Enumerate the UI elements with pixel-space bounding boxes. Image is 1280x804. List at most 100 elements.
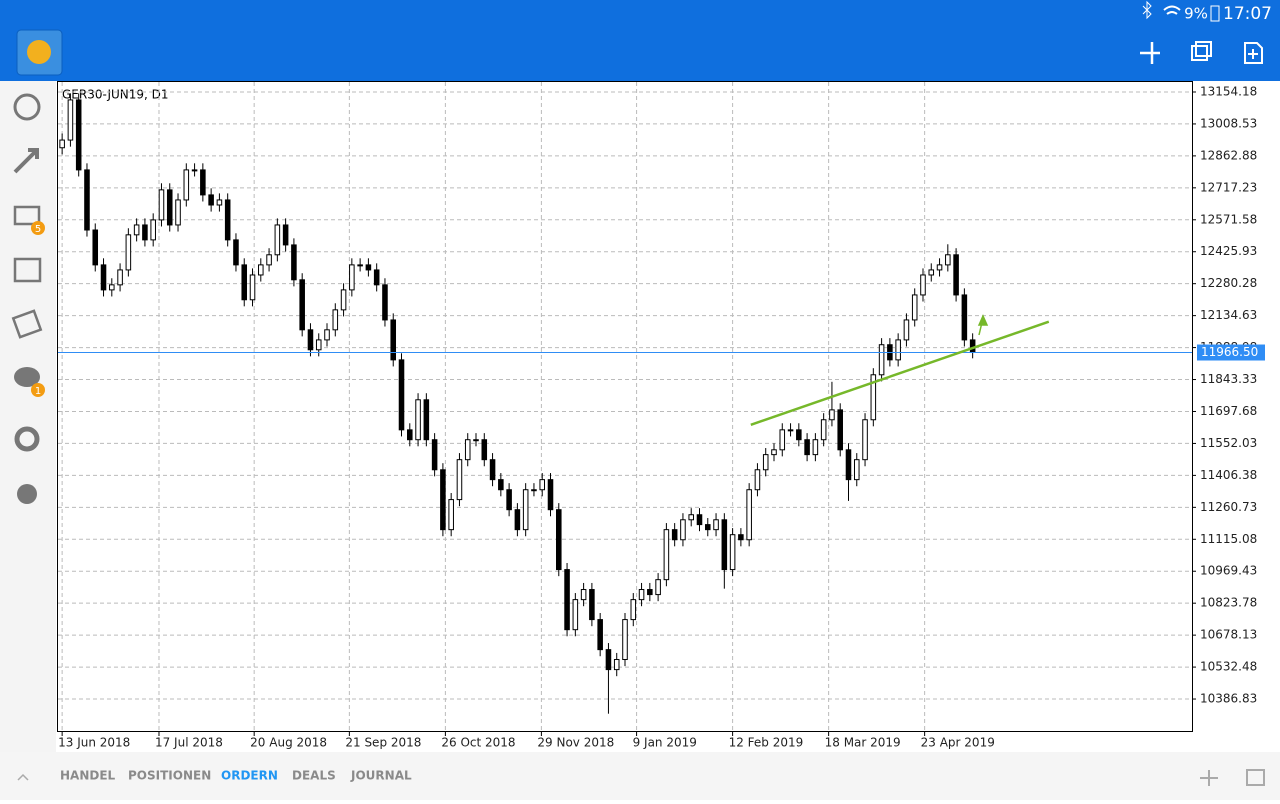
trendline bbox=[750, 320, 1050, 426]
y-tick-label: 10532.48 bbox=[1200, 660, 1257, 674]
candle-body bbox=[655, 579, 661, 596]
calendar-icon[interactable] bbox=[1246, 769, 1265, 786]
y-tick-label: 11697.68 bbox=[1200, 404, 1257, 418]
account-icon[interactable] bbox=[13, 93, 41, 121]
app-logo-coin bbox=[27, 40, 51, 64]
windows-icon-back bbox=[1195, 41, 1212, 57]
tab[interactable]: JOURNAL bbox=[350, 769, 412, 783]
expand-icon[interactable] bbox=[17, 773, 29, 781]
candle-body bbox=[166, 189, 173, 226]
candle-body bbox=[762, 454, 769, 471]
candle-body bbox=[796, 429, 802, 441]
wifi-icon bbox=[1163, 5, 1181, 15]
candle-body bbox=[845, 449, 852, 481]
candle-body bbox=[704, 524, 711, 531]
tab[interactable]: DEALS bbox=[292, 769, 336, 783]
candle-body bbox=[117, 269, 123, 286]
candle-body bbox=[853, 459, 860, 481]
tab[interactable]: HANDEL bbox=[60, 769, 116, 783]
candle-body bbox=[307, 329, 314, 351]
bluetooth-icon bbox=[1142, 0, 1152, 20]
candle-body bbox=[804, 439, 810, 456]
candle-body bbox=[580, 589, 587, 601]
candle-body bbox=[779, 429, 786, 451]
candle-body bbox=[738, 534, 744, 541]
y-tick-label: 12862.88 bbox=[1200, 148, 1257, 162]
candle-body bbox=[837, 409, 843, 451]
chat-icon[interactable] bbox=[14, 367, 40, 387]
price-tag-label: 11966.50 bbox=[1201, 345, 1258, 359]
candle-body bbox=[771, 449, 777, 456]
candle-body bbox=[67, 99, 74, 141]
candle-body bbox=[291, 244, 297, 281]
community-icon[interactable] bbox=[17, 484, 37, 504]
mail-icon[interactable] bbox=[13, 205, 41, 226]
price-tag bbox=[1197, 344, 1265, 361]
candle-body bbox=[481, 439, 488, 461]
tab-active[interactable]: ORDERN bbox=[221, 769, 278, 783]
mail-badge bbox=[31, 221, 45, 235]
plot bbox=[58, 82, 1192, 731]
candle-body bbox=[233, 239, 239, 266]
new-doc-icon[interactable] bbox=[1244, 42, 1263, 64]
y-tick-label: 11406.38 bbox=[1200, 468, 1257, 482]
x-tick-label: 26 Oct 2018 bbox=[441, 736, 515, 750]
candle-body bbox=[191, 169, 198, 172]
candle-body bbox=[175, 199, 181, 226]
candle-body bbox=[961, 294, 968, 341]
y-tick-label: 13008.53 bbox=[1200, 116, 1257, 130]
candle-body bbox=[456, 459, 463, 501]
candle-body bbox=[638, 589, 645, 601]
chat-badge bbox=[31, 383, 45, 397]
candle-body bbox=[729, 534, 736, 571]
candle-body bbox=[390, 319, 397, 361]
tab[interactable]: POSITIONEN bbox=[128, 769, 211, 783]
candle-body bbox=[522, 489, 529, 531]
y-tick-label: 12280.28 bbox=[1200, 276, 1257, 290]
candle-body bbox=[498, 479, 504, 491]
candle-body bbox=[754, 469, 761, 491]
trade-sidebar-icon[interactable] bbox=[13, 148, 39, 174]
news-icon[interactable] bbox=[13, 257, 42, 283]
trend-arrow bbox=[977, 314, 989, 336]
candle-body bbox=[216, 199, 223, 206]
trade-small-icon[interactable] bbox=[1200, 770, 1218, 786]
windows-icon[interactable] bbox=[1191, 45, 1208, 61]
x-tick-label: 21 Sep 2018 bbox=[345, 736, 421, 750]
candle-body bbox=[622, 619, 628, 661]
candle-body bbox=[539, 479, 546, 491]
candle-body bbox=[663, 529, 670, 581]
candle-body bbox=[224, 199, 231, 241]
candle-body bbox=[373, 269, 380, 286]
candle-body bbox=[945, 254, 951, 266]
candle-body bbox=[556, 509, 562, 571]
candle-body bbox=[415, 399, 421, 441]
candle-body bbox=[407, 429, 413, 441]
battery: 9% bbox=[1184, 5, 1208, 23]
candle-body bbox=[92, 229, 99, 266]
candle-body bbox=[357, 264, 363, 267]
candle-body bbox=[613, 659, 620, 671]
tab-bar bbox=[0, 752, 1280, 800]
candle-body bbox=[125, 234, 132, 271]
y-tick-label: 11843.33 bbox=[1200, 372, 1257, 386]
y-tick-label: 12571.58 bbox=[1200, 212, 1257, 226]
sidebar-icons bbox=[11, 93, 43, 504]
candle-body bbox=[100, 264, 107, 291]
y-tick-label: 10969.43 bbox=[1200, 564, 1257, 578]
trade-icon[interactable] bbox=[1140, 42, 1160, 64]
candle-body bbox=[820, 419, 827, 441]
settings-icon[interactable] bbox=[14, 426, 40, 452]
candle-body bbox=[158, 189, 165, 221]
battery-icon bbox=[1210, 5, 1220, 22]
candle-body bbox=[911, 294, 918, 321]
journal-icon[interactable] bbox=[11, 309, 43, 339]
x-tick-label: 9 Jan 2019 bbox=[633, 736, 697, 750]
candle-body bbox=[506, 489, 512, 511]
candle-body bbox=[547, 479, 554, 511]
candle-body bbox=[564, 569, 570, 631]
candle-body bbox=[787, 429, 794, 432]
candle-body bbox=[249, 274, 256, 301]
candle-body bbox=[680, 519, 686, 541]
